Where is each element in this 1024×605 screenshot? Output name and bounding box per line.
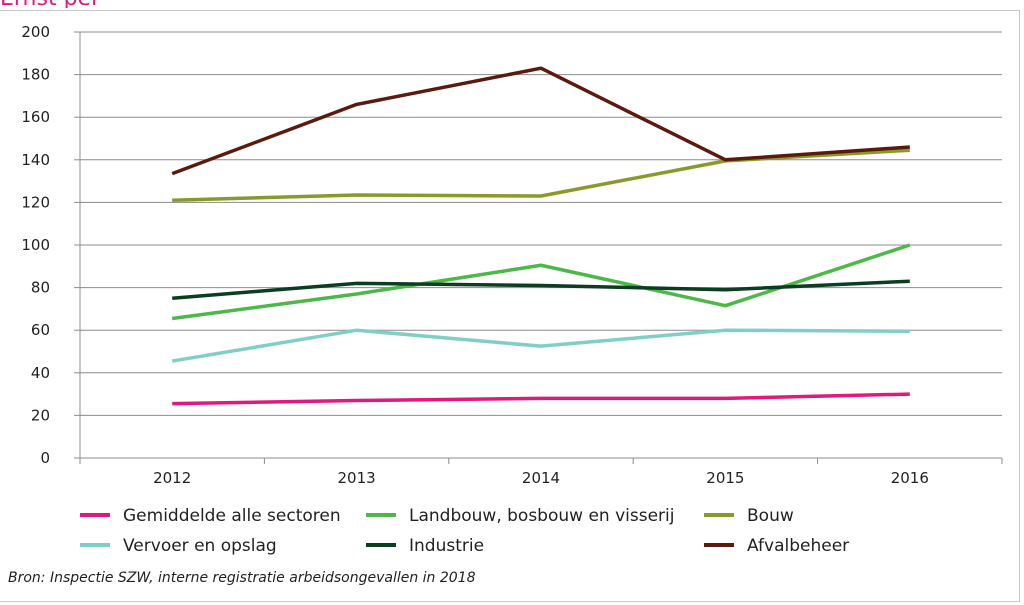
legend-label-4: Vervoer en opslag (123, 536, 277, 556)
series-line-2 (171, 243, 911, 321)
legend-label-6: Afvalbeheer (747, 536, 849, 556)
y-tick-label-200: 200 (21, 23, 50, 41)
source-note: Bron: Inspectie SZW, interne registratie… (8, 570, 476, 586)
y-tick-label-120: 120 (21, 193, 50, 211)
y-tick-label-160: 160 (21, 108, 50, 126)
x-tick-label-2015: 2015 (706, 469, 744, 487)
x-tick-label-2016: 2016 (891, 469, 929, 487)
chart-frame (0, 10, 1020, 602)
y-tick-label-20: 20 (31, 406, 50, 424)
legend-label-1: Gemiddelde alle sectoren (123, 506, 341, 526)
clipped-heading-fragment: Ernst per (0, 0, 120, 8)
y-tick-label-0: 0 (40, 449, 50, 467)
series-line-1 (172, 392, 910, 406)
y-tick-label-40: 40 (31, 364, 50, 382)
legend-label-3: Bouw (747, 506, 794, 526)
y-tick-label-100: 100 (21, 236, 50, 254)
legend-label-2: Landbouw, bosbouw en visserij (409, 506, 674, 526)
y-tick-label-60: 60 (31, 321, 50, 339)
x-tick-label-2013: 2013 (338, 469, 376, 487)
y-tick-label-140: 140 (21, 151, 50, 169)
x-tick-label-2014: 2014 (522, 469, 560, 487)
series-line-3 (172, 148, 910, 203)
series-line-6 (171, 66, 910, 176)
series-line-4 (171, 328, 910, 363)
y-tick-label-180: 180 (21, 66, 50, 84)
x-tick-label-2012: 2012 (153, 469, 191, 487)
y-tick-label-80: 80 (31, 279, 50, 297)
series-line-5 (172, 279, 910, 300)
legend-label-5: Industrie (409, 536, 484, 556)
